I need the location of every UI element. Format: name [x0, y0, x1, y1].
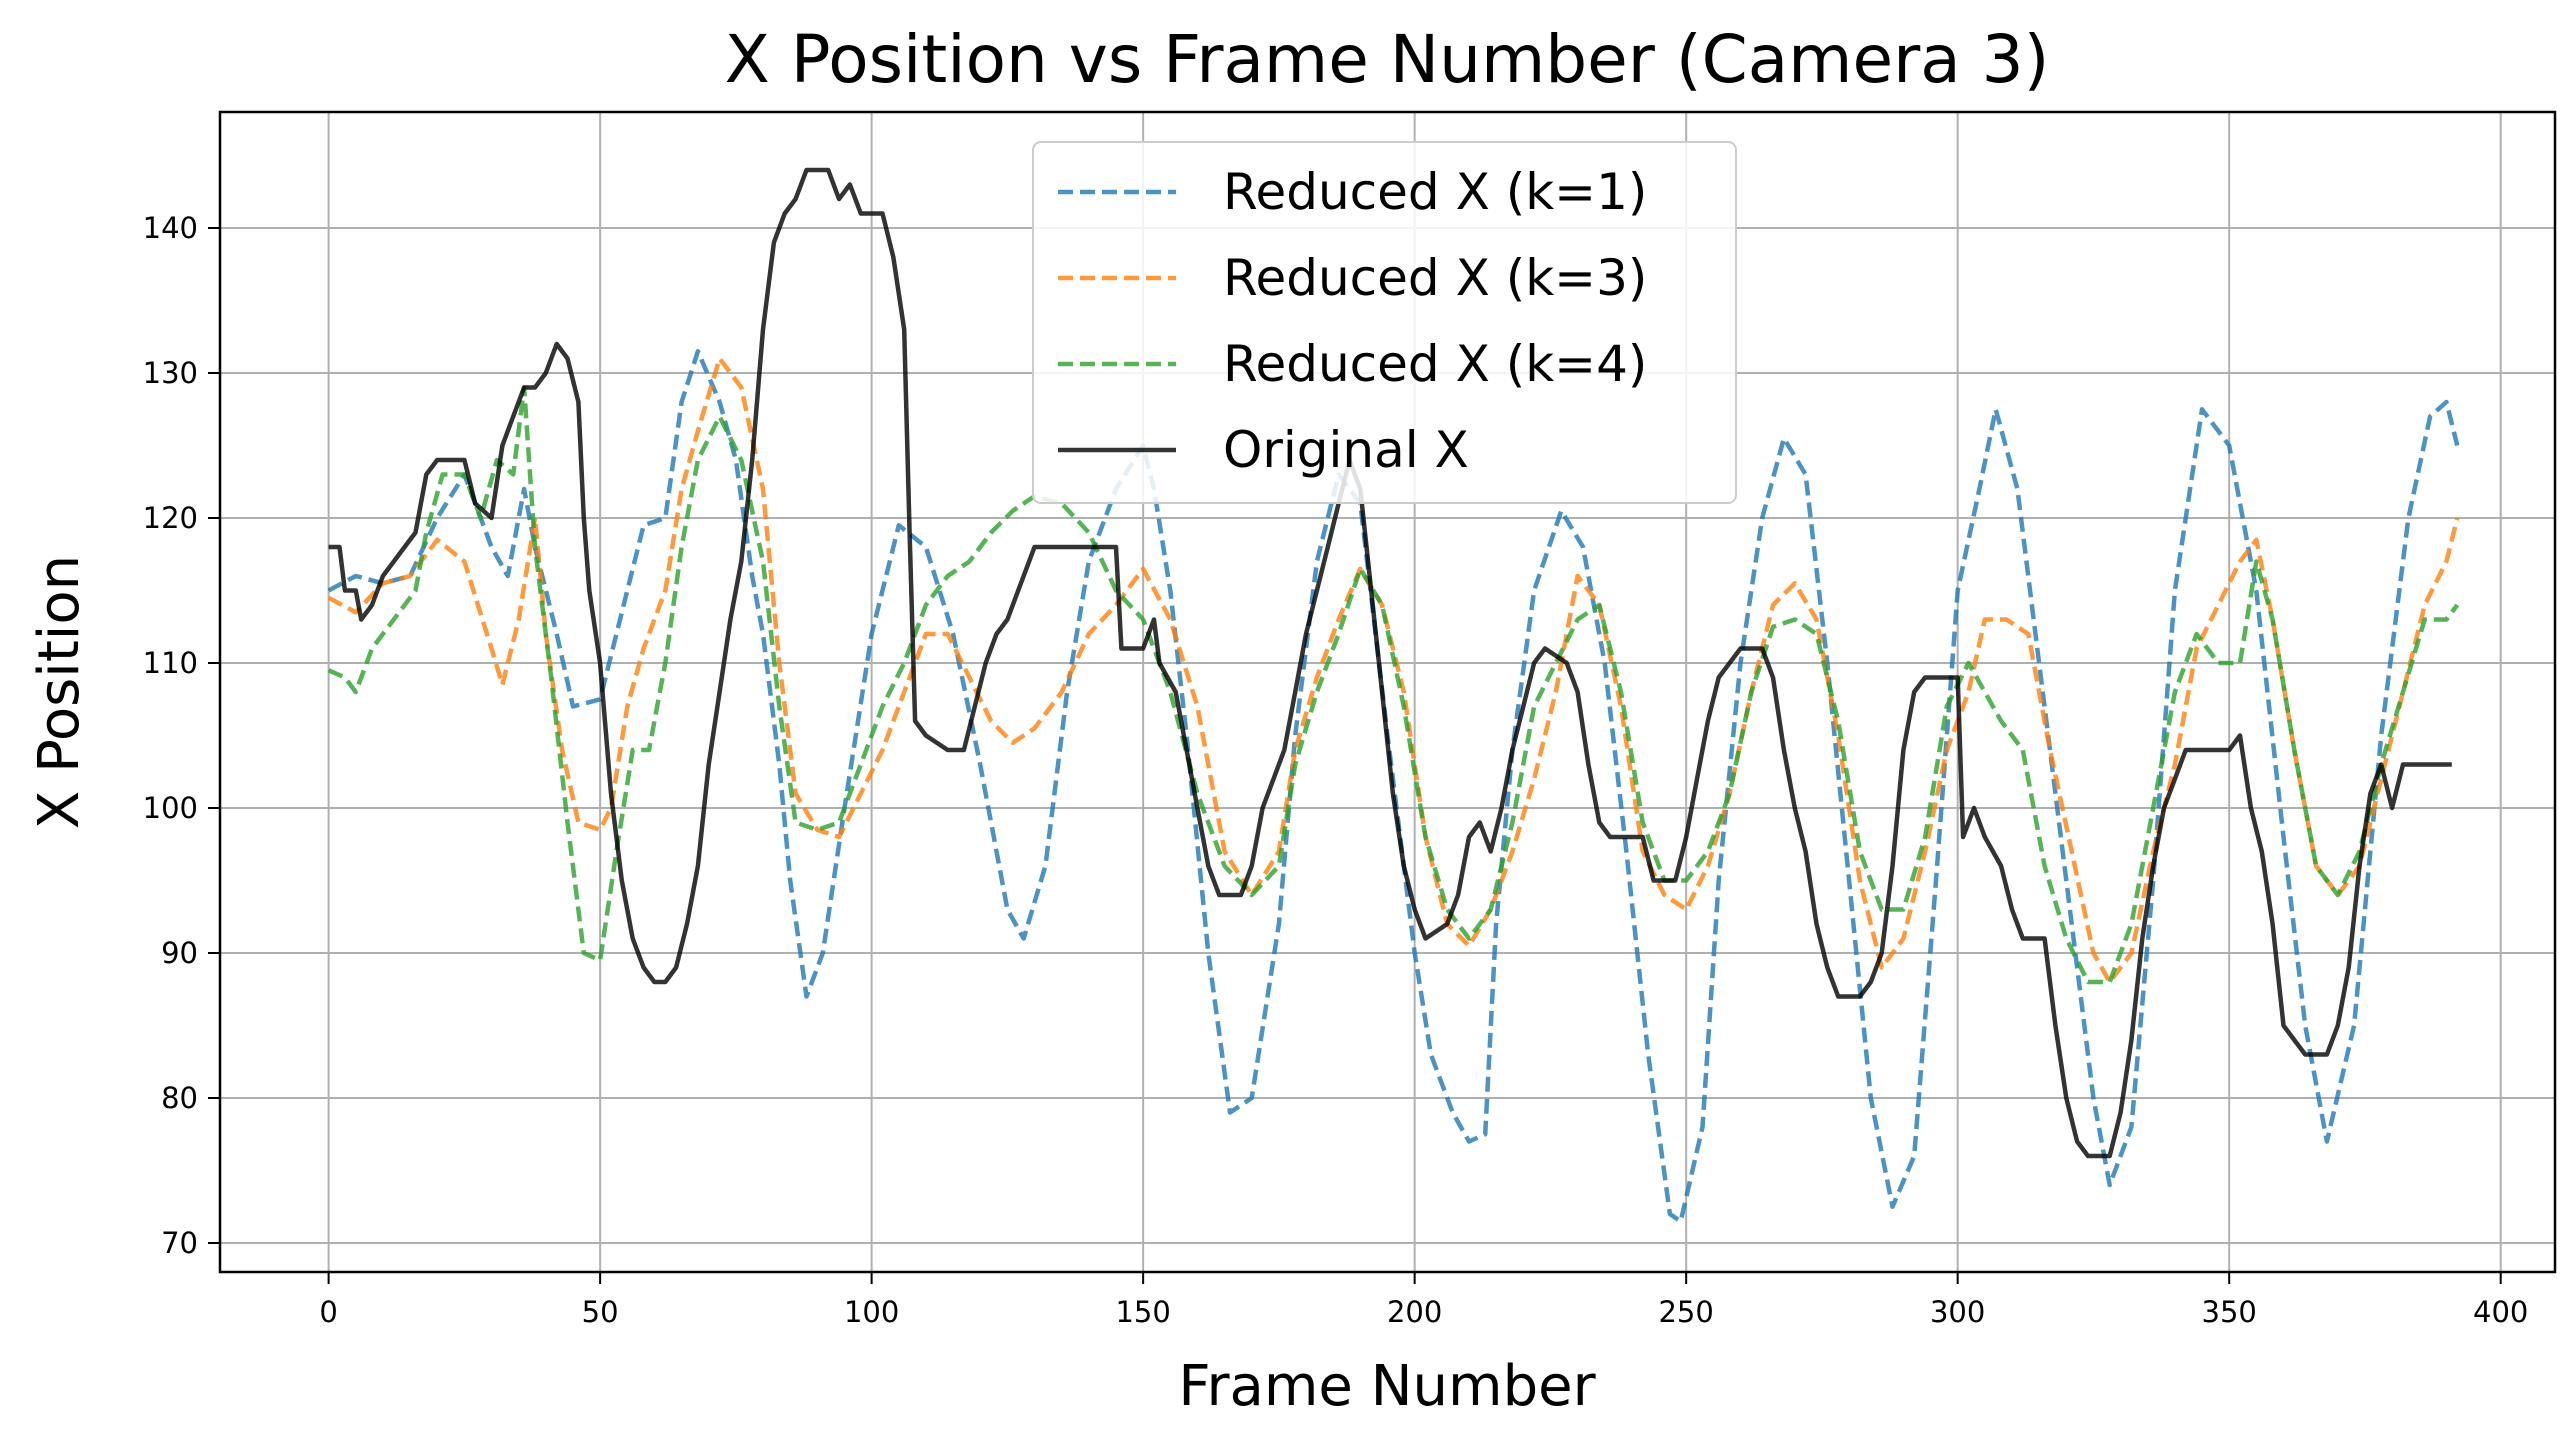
series-line-3	[327, 385, 2460, 985]
y-axis-title: X Position	[27, 555, 92, 829]
x-tick-label: 150	[1115, 1295, 1170, 1329]
axis-ticks: 0 50 100 150 200 250 300 350 400 70 80 90 100 110 120 1…	[143, 211, 2529, 1329]
x-tick-label: 0	[319, 1295, 337, 1329]
y-tick-label: 100	[143, 791, 198, 825]
x-axis-title: Frame Number	[1178, 1354, 1596, 1419]
legend-box	[1032, 141, 1737, 504]
plot-frame	[218, 110, 2557, 1274]
legend: Reduced X (k=1) Reduced X (k=3) Reduced X …	[1032, 141, 1737, 504]
x-tick-label: 400	[2473, 1295, 2528, 1329]
legend-label: Original X	[1223, 421, 1469, 479]
x-tick-label: 300	[1930, 1295, 1985, 1329]
y-tick-label: 120	[143, 501, 198, 535]
x-tick-label: 350	[2202, 1295, 2257, 1329]
x-tick-label: 250	[1658, 1295, 1713, 1329]
legend-label: Reduced X (k=1)	[1223, 163, 1647, 221]
grid-lines	[220, 112, 2555, 1272]
series-line-2	[327, 356, 2460, 985]
y-tick-label: 80	[161, 1081, 198, 1115]
y-tick-label: 130	[143, 356, 198, 390]
x-tick-label: 50	[582, 1295, 619, 1329]
x-tick-label: 200	[1387, 1295, 1442, 1329]
y-tick-label: 140	[143, 211, 198, 245]
y-tick-label: 90	[161, 936, 198, 970]
y-tick-label: 110	[143, 646, 198, 680]
legend-label: Reduced X (k=3)	[1223, 249, 1647, 307]
chart-title: X Position vs Frame Number (Camera 3)	[725, 21, 2050, 98]
legend-label: Reduced X (k=4)	[1223, 335, 1647, 393]
x-tick-label: 100	[844, 1295, 899, 1329]
y-tick-label: 70	[161, 1226, 198, 1260]
